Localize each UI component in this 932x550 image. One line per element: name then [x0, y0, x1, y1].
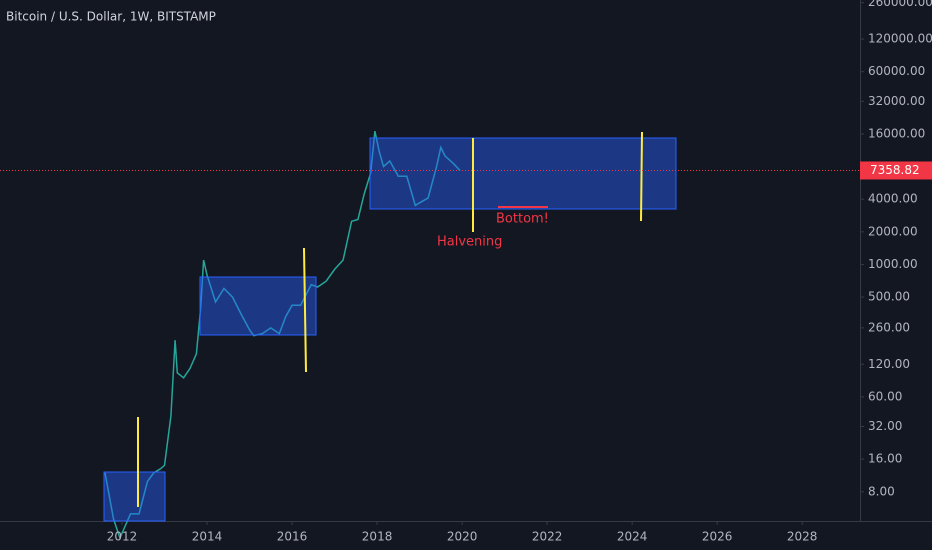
- y-tick-label: 120.00: [868, 357, 910, 371]
- chart-title: Bitcoin / U.S. Dollar, 1W, BITSTAMP: [6, 10, 216, 24]
- y-tick-label: 2000.00: [868, 224, 918, 238]
- x-tick-label: 2024: [617, 530, 648, 544]
- x-tick-label: 2016: [277, 530, 308, 544]
- x-tick-label: 2018: [362, 530, 393, 544]
- x-tick-label: 2028: [787, 530, 818, 544]
- annotation: Bottom!: [496, 212, 549, 227]
- x-tick-label: 2012: [107, 530, 138, 544]
- y-tick-label: 16.00: [868, 452, 902, 466]
- y-tick-label: 260.00: [868, 320, 910, 334]
- y-tick-label: 4000.00: [868, 192, 918, 206]
- y-tick-label: 1000.00: [868, 257, 918, 271]
- halving-line: [640, 131, 643, 222]
- current-price-box: [860, 161, 932, 180]
- price-line: [104, 130, 461, 540]
- x-tick-label: 2020: [447, 530, 478, 544]
- y-tick-label: 32.00: [868, 419, 902, 433]
- x-tick-label: 2014: [192, 530, 223, 544]
- y-tick-label: 32000.00: [868, 94, 925, 108]
- y-tick-label: 60000.00: [868, 64, 925, 78]
- y-tick-label: 260000.00: [868, 0, 932, 9]
- range-box: [103, 471, 166, 522]
- annotation: Halvening: [437, 235, 502, 250]
- current-price-label: 7358.82: [870, 163, 920, 177]
- halving-line: [303, 247, 307, 373]
- range-box: [369, 137, 677, 210]
- range-box: [199, 276, 317, 336]
- y-tick-label: 120000.00: [868, 32, 932, 46]
- y-tick-label: 16000.00: [868, 126, 925, 140]
- x-tick-label: 2026: [702, 530, 733, 544]
- y-tick-label: 500.00: [868, 290, 910, 304]
- y-tick-label: 8.00: [868, 484, 895, 498]
- y-tick-label: 60.00: [868, 389, 902, 403]
- x-tick-label: 2022: [532, 530, 563, 544]
